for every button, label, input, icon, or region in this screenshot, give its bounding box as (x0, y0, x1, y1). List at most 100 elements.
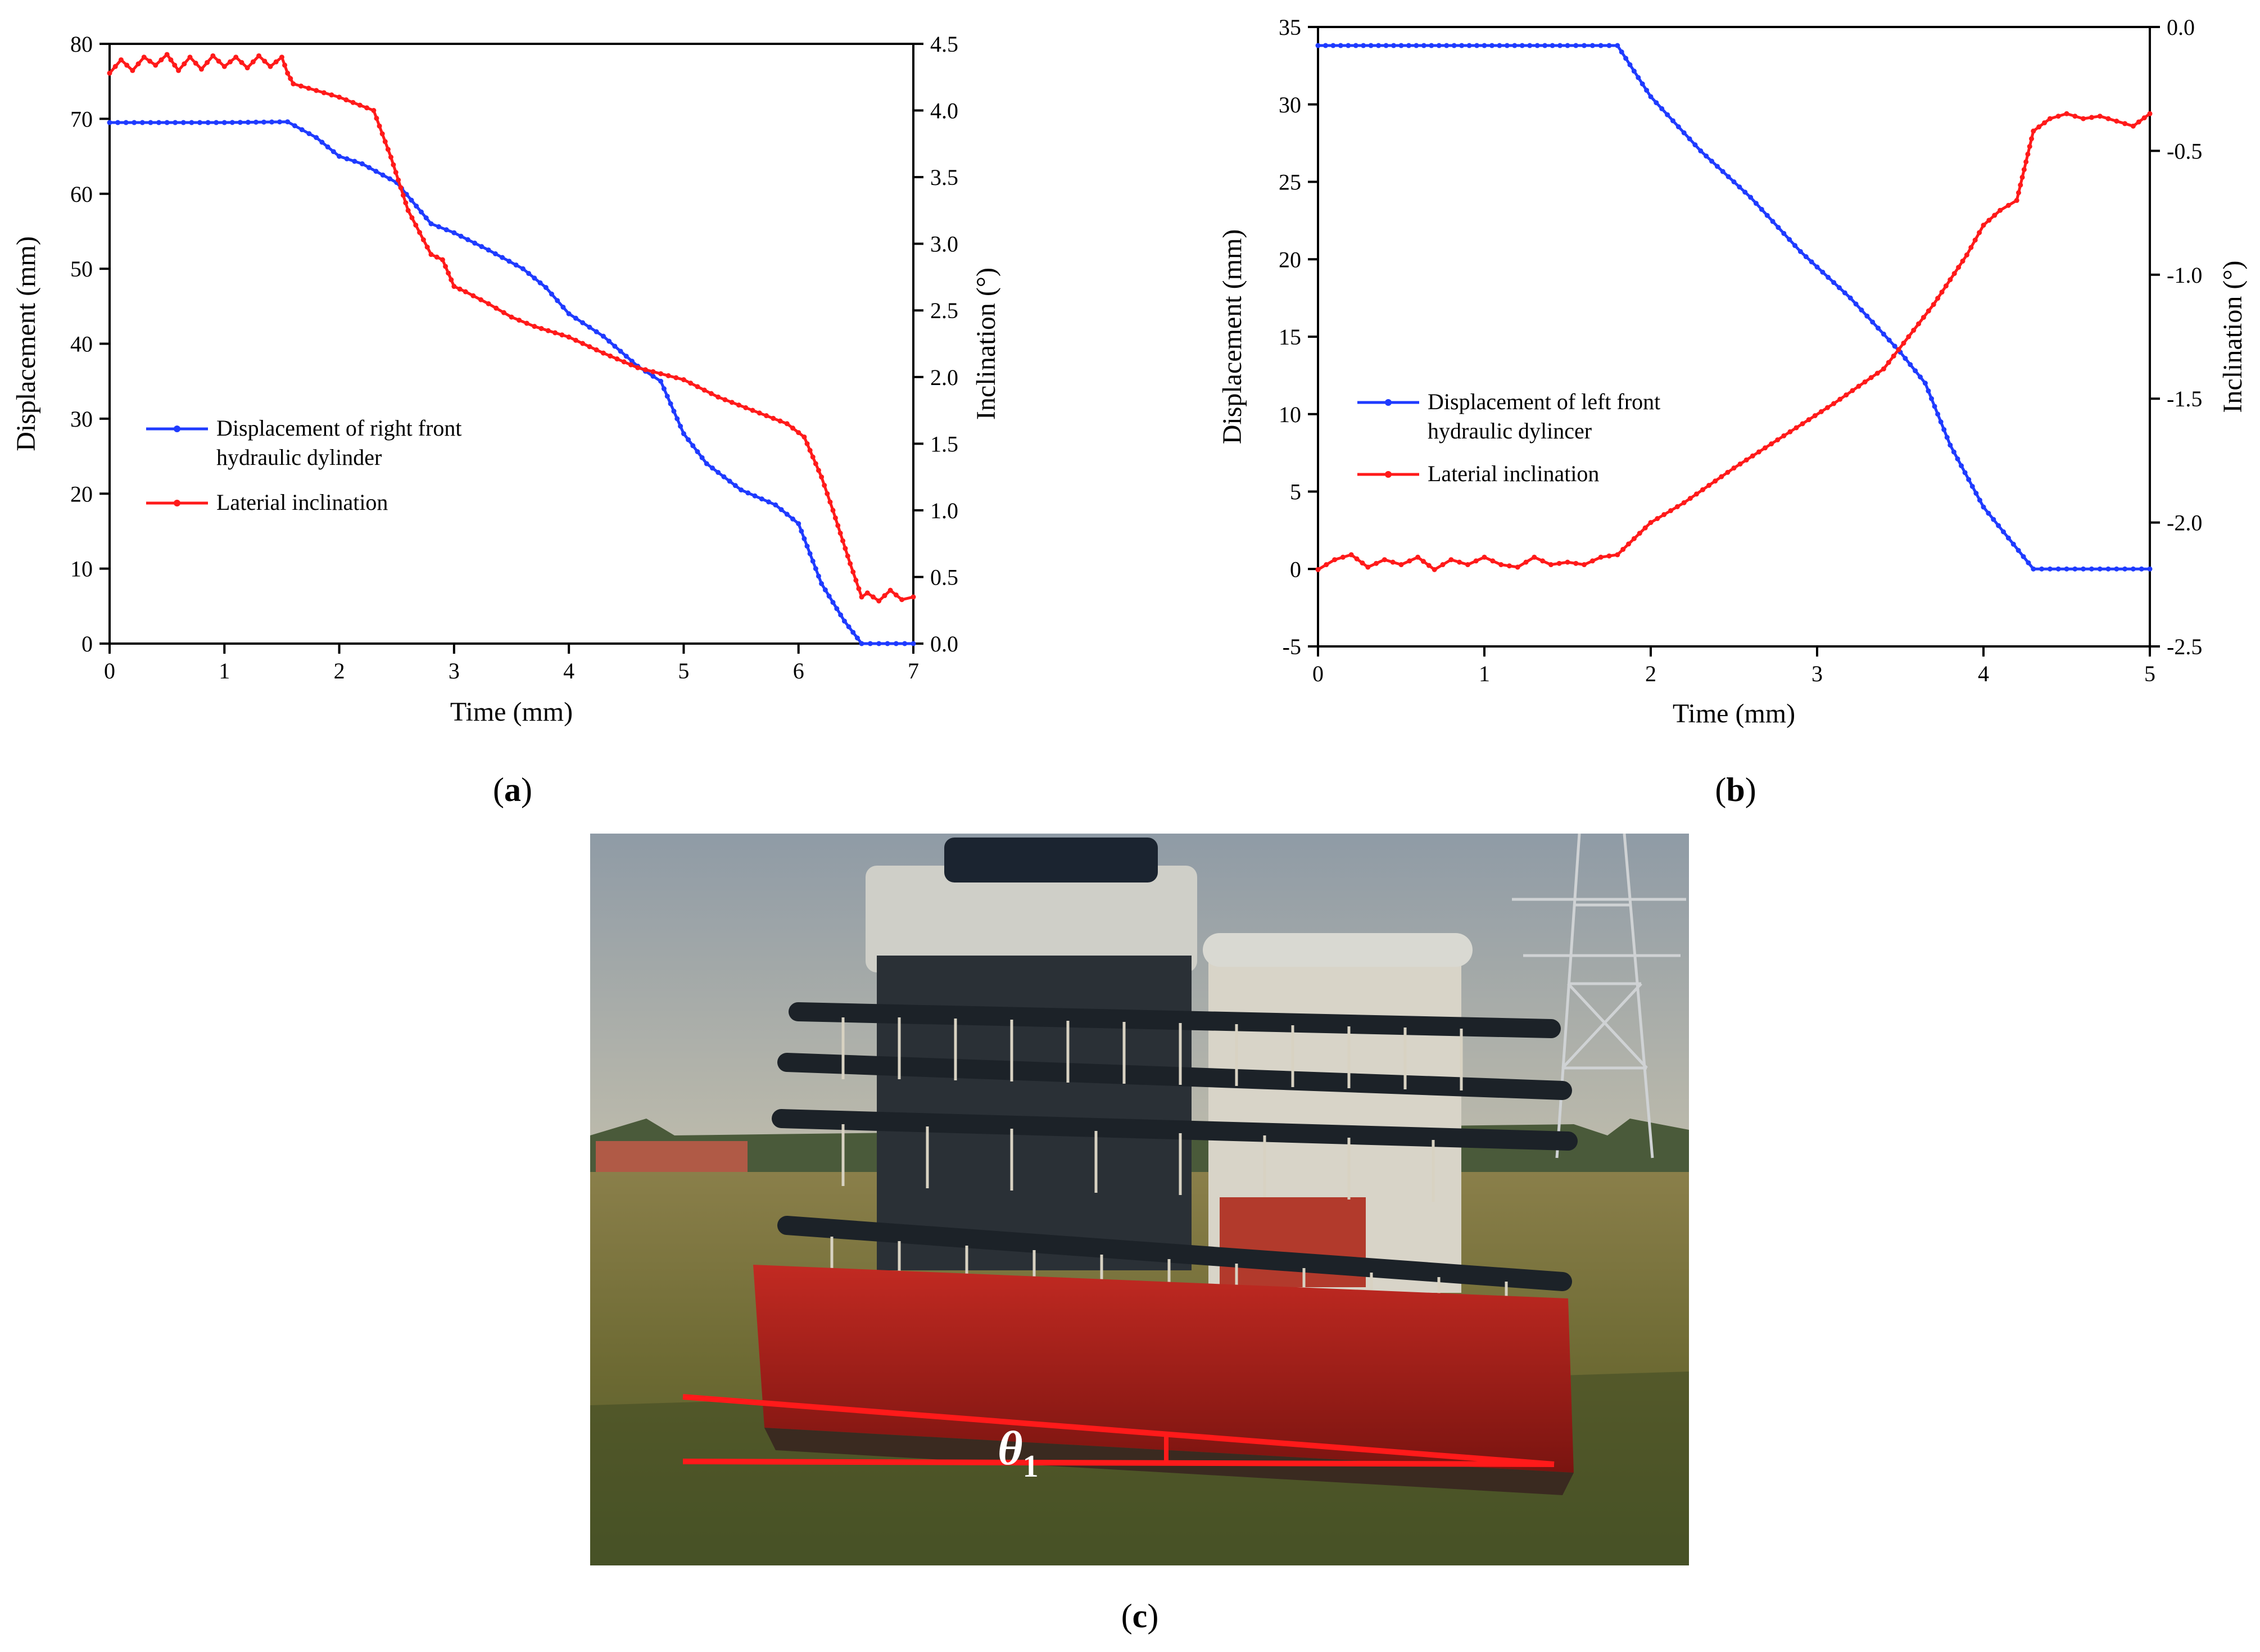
series-1-point (118, 57, 124, 62)
series-1-point (2055, 114, 2061, 119)
series-0-point (681, 431, 686, 437)
series-1-point (273, 59, 279, 65)
series-1-point (1642, 525, 1648, 531)
series-1-point (673, 375, 679, 381)
series-1-point (364, 105, 370, 111)
series-0-point (573, 315, 578, 321)
series-0-point (846, 624, 852, 630)
legend-label-0: Displacement of right front (216, 415, 462, 441)
series-1-point (329, 92, 334, 98)
series-1-point (1315, 567, 1321, 572)
series-1-point (1582, 562, 1587, 568)
chart-a-legend: Displacement of right front hydraulic dyl… (146, 415, 462, 515)
series-1-point (1926, 308, 1931, 314)
series-0-point (1966, 477, 1972, 482)
chart-b-y-ticks: -5 0 5 10 15 20 25 30 35 (1279, 15, 1318, 659)
series-0-point (180, 120, 186, 125)
series-0-point (1742, 189, 1748, 195)
panel-label-b-letter: b (1726, 771, 1745, 808)
series-0-point (1770, 219, 1776, 224)
series-1-point (282, 62, 288, 68)
series-0-point (253, 119, 259, 125)
series-1-point (153, 62, 158, 68)
series-1-point (2141, 115, 2147, 121)
panel-label-a-close: ) (521, 771, 532, 808)
series-0-point (337, 153, 342, 159)
series-1-point (1382, 557, 1387, 563)
series-1-point (1916, 321, 1922, 327)
series-1-point (1781, 433, 1787, 438)
series-1-point (2016, 190, 2021, 196)
inclination-annotation (682, 1394, 1555, 1467)
y-tick-label: 50 (70, 256, 93, 282)
series-0-point (173, 120, 178, 125)
series-1-point (1837, 396, 1843, 402)
series-0-point (1955, 456, 1960, 461)
series-1-point (2005, 202, 2011, 208)
series-1-point (470, 293, 476, 298)
series-0-point (1504, 43, 1510, 48)
panel-label-c: (c) (1121, 1597, 1159, 1635)
series-0-point (2072, 566, 2078, 572)
series-1-point (810, 454, 816, 460)
series-0-point (893, 641, 899, 646)
series-1-point (856, 586, 862, 591)
series-1-point (205, 60, 210, 65)
series-1-point (608, 353, 613, 359)
series-1-point (1731, 465, 1737, 471)
series-1-point (493, 305, 499, 311)
theta-symbol: θ (998, 1421, 1023, 1475)
series-1-point (1874, 370, 1880, 376)
series-1-point (262, 58, 268, 64)
series-1-point (882, 593, 887, 599)
series-0-point (1973, 491, 1979, 496)
series-1-point (1891, 353, 1896, 359)
series-1-point (2019, 174, 2025, 180)
series-0-point (330, 149, 336, 155)
series-1-point (1868, 375, 1874, 381)
x-tick-label: 4 (563, 658, 574, 684)
series-0-point (380, 172, 386, 178)
series-1-point (2036, 124, 2042, 130)
series-0-point (229, 120, 235, 125)
series-0-point (1338, 43, 1343, 48)
series-1-point (1465, 562, 1470, 568)
series-1-point (1956, 265, 1962, 270)
series-1-point (1960, 259, 1965, 264)
series-0-point (2081, 566, 2086, 572)
series-1-point (210, 53, 216, 58)
series-1-point (478, 297, 484, 302)
series-1-point (2105, 116, 2111, 121)
series-0-point (1627, 62, 1633, 67)
series-0-point (1951, 449, 1956, 455)
series-0-point (1482, 43, 1487, 48)
y-tick-label: 20 (1279, 247, 1301, 272)
series-0-point (1892, 343, 1897, 349)
series-0-point (1542, 43, 1548, 48)
series-1-point (816, 468, 821, 473)
series-0-point (618, 348, 623, 354)
series-1-point (1457, 559, 1462, 565)
y2-tick-label: 4.5 (930, 31, 958, 57)
x-tick-label: 2 (334, 658, 345, 684)
series-1-point (1968, 245, 1974, 250)
series-1-point (130, 67, 135, 73)
legend-label-0: Displacement of left front (1428, 389, 1660, 414)
series-1-point (1992, 212, 1998, 218)
series-0-point (1606, 43, 1612, 48)
series-0-point (1648, 94, 1654, 99)
combine-harvester-photo: θ1 (590, 834, 1689, 1565)
series-0-point (205, 120, 211, 125)
series-1-point (1706, 482, 1712, 488)
series-1-point (1911, 328, 1917, 333)
series-0-point (1929, 396, 1934, 401)
series-0-point (1459, 43, 1465, 48)
panel-label-a-letter: a (504, 771, 521, 808)
x-tick-label: 2 (1645, 661, 1656, 686)
series-1-point (642, 367, 648, 373)
series-1-point (1490, 558, 1496, 564)
series-0-point (1977, 497, 1982, 503)
series-0-point (1797, 248, 1803, 254)
series-1-point (1862, 379, 1868, 384)
series-line-0 (110, 120, 913, 645)
